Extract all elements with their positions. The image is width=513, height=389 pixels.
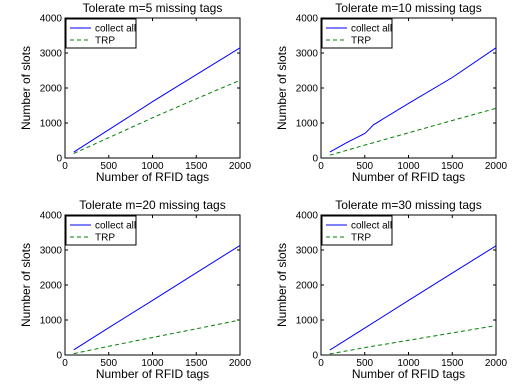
x-tick-label: 500 <box>100 161 117 172</box>
x-tick-label: 1000 <box>397 358 420 369</box>
x-tick-label: 1500 <box>185 358 208 369</box>
y-tick-label: 1000 <box>40 119 63 130</box>
legend-box <box>65 18 137 49</box>
legend-label: collect all <box>95 221 136 232</box>
y-tick-label: 2000 <box>40 84 63 95</box>
x-tick-label: 500 <box>100 358 117 369</box>
legend-box <box>65 215 137 246</box>
legend-label: collect all <box>351 24 392 35</box>
x-tick-label: 2000 <box>229 358 252 369</box>
y-tick-label: 4000 <box>40 14 63 25</box>
x-tick-label: 1000 <box>141 358 164 369</box>
y-tick-label: 0 <box>56 154 62 165</box>
y-tick-label: 0 <box>312 154 318 165</box>
y-tick-label: 2000 <box>40 281 63 292</box>
x-tick-label: 2000 <box>485 161 508 172</box>
x-axis-label: Number of RFID tags <box>352 170 465 184</box>
y-tick-label: 4000 <box>40 211 63 222</box>
chart-panel-3: Tolerate m=20 missing tags 0 500 1000 1500 20… <box>19 198 252 381</box>
series-line-collect-all <box>329 245 497 351</box>
y-tick-label: 1000 <box>296 119 319 130</box>
series-line-trp <box>73 79 241 154</box>
x-tick-label: 0 <box>62 161 68 172</box>
chart-panel-1: Tolerate m=5 missing tags 0 500 1000 1500 200… <box>19 1 252 184</box>
legend-label: TRP <box>95 36 115 47</box>
legend-label: collect all <box>351 221 392 232</box>
x-tick-label: 1500 <box>185 161 208 172</box>
y-tick-label: 3000 <box>296 49 319 60</box>
legend-label: TRP <box>95 233 115 244</box>
series-line-collect-all <box>73 47 241 153</box>
series-line-trp <box>73 319 241 355</box>
y-tick-label: 3000 <box>296 246 319 257</box>
y-axis-label: Number of slots <box>19 46 33 130</box>
legend-label: TRP <box>351 36 371 47</box>
x-tick-label: 0 <box>318 161 324 172</box>
y-axis-label: Number of slots <box>19 243 33 327</box>
x-tick-label: 1000 <box>141 161 164 172</box>
chart-panel-2: Tolerate m=10 missing tags 0 500 1000 1500 20… <box>275 1 508 184</box>
y-tick-label: 0 <box>56 351 62 362</box>
series-line-trp <box>329 325 497 355</box>
chart-title: Tolerate m=20 missing tags <box>79 198 225 212</box>
y-tick-label: 4000 <box>296 14 319 25</box>
x-tick-label: 2000 <box>229 161 252 172</box>
x-axis-label: Number of RFID tags <box>96 170 209 184</box>
x-tick-label: 0 <box>62 358 68 369</box>
x-tick-label: 2000 <box>485 358 508 369</box>
chart-title: Tolerate m=10 missing tags <box>335 1 481 15</box>
chart-panel-4: Tolerate m=30 missing tags 0 500 1000 1500 20… <box>275 198 508 381</box>
series-line-collect-all <box>73 244 241 351</box>
x-tick-label: 1500 <box>441 161 464 172</box>
series-line-trp <box>329 107 497 156</box>
x-tick-label: 500 <box>356 161 373 172</box>
chart-title: Tolerate m=5 missing tags <box>83 1 223 15</box>
y-tick-label: 3000 <box>40 246 63 257</box>
x-tick-label: 1500 <box>441 358 464 369</box>
y-tick-label: 4000 <box>296 211 319 222</box>
chart-title: Tolerate m=30 missing tags <box>335 198 481 212</box>
x-tick-label: 500 <box>356 358 373 369</box>
legend-label: TRP <box>351 233 371 244</box>
legend-box <box>321 18 393 49</box>
x-axis-label: Number of RFID tags <box>352 367 465 381</box>
x-tick-label: 1000 <box>397 161 420 172</box>
y-tick-label: 3000 <box>40 49 63 60</box>
x-tick-label: 0 <box>318 358 324 369</box>
legend-box <box>321 215 393 246</box>
y-tick-label: 2000 <box>296 84 319 95</box>
series-line-collect-all <box>329 47 497 153</box>
y-tick-label: 0 <box>312 351 318 362</box>
x-axis-label: Number of RFID tags <box>96 367 209 381</box>
y-tick-label: 1000 <box>40 316 63 327</box>
y-axis-label: Number of slots <box>275 243 289 327</box>
y-tick-label: 1000 <box>296 316 319 327</box>
legend-label: collect all <box>95 24 136 35</box>
y-tick-label: 2000 <box>296 281 319 292</box>
y-axis-label: Number of slots <box>275 46 289 130</box>
